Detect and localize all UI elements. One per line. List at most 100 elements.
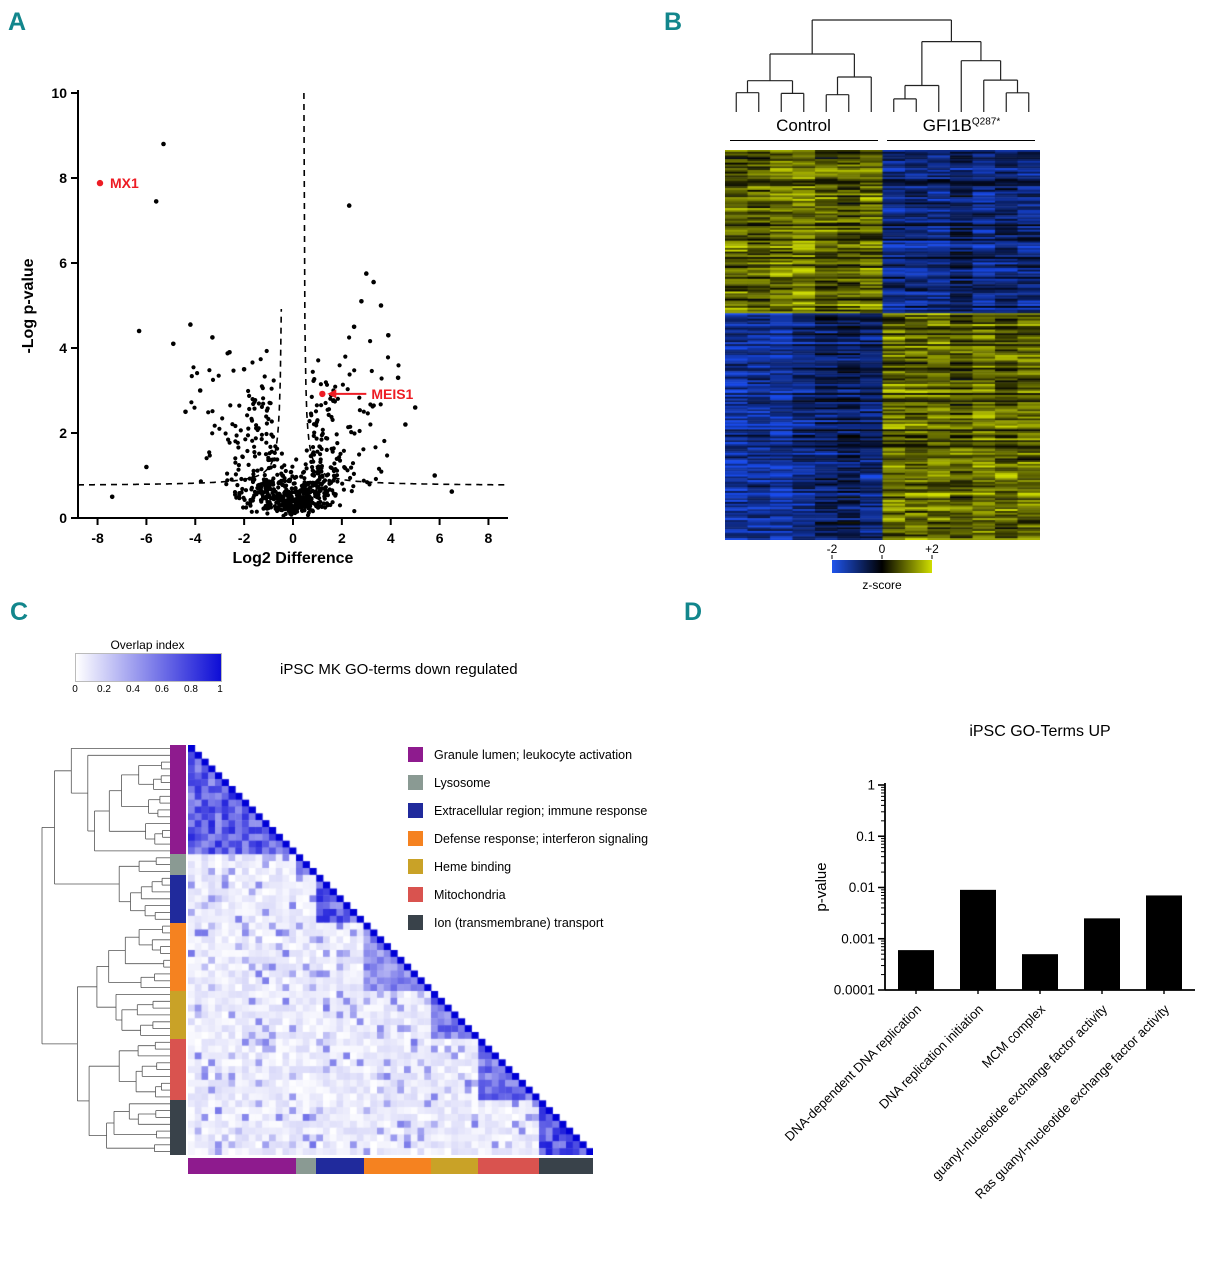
x-tick-label: -6: [140, 530, 153, 546]
scatter-points: [109, 141, 455, 518]
x-tick-label: -2: [238, 530, 251, 546]
category-strip-segment: [170, 854, 186, 875]
y-tick-label: 0.0001: [834, 983, 875, 998]
x-tick-label: 0: [289, 530, 297, 546]
category-strip-segment: [363, 1158, 431, 1174]
bars: [898, 889, 1182, 990]
legend-swatch: [408, 915, 423, 930]
category-strip-segment: [296, 1158, 317, 1174]
bar: [1022, 954, 1058, 990]
category-strip-segment: [170, 1100, 186, 1155]
legend-item: Granule lumen; leukocyte activation: [408, 747, 668, 762]
x-tick-label: 2: [338, 530, 346, 546]
y-tick-label: 0.001: [841, 931, 875, 946]
category-strip-segment: [188, 1158, 296, 1174]
overlap-triangle-heatmap: [188, 745, 593, 1155]
panel-b-letter: B: [664, 8, 683, 36]
panel-d: D iPSC GO-Terms UP p-value 1 0.1 0.01 0.001…: [680, 595, 1214, 1280]
legend-label: Defense response; interferon signaling: [434, 831, 649, 846]
annotation-arrowhead: [327, 389, 337, 399]
category-strip-segment: [478, 1158, 539, 1174]
overlap-colorbar-ticks: 0 0.2 0.4 0.6 0.8 1: [72, 684, 223, 698]
x-tick-label: 6: [436, 530, 444, 546]
category-strip-segment: [170, 922, 186, 991]
x-tick-label: 4: [387, 530, 395, 546]
panel-c-letter: C: [10, 598, 29, 626]
legend-swatch: [408, 887, 423, 902]
zscore-tickmark: [931, 555, 933, 559]
legend-swatch: [408, 775, 423, 790]
overlap-colorbar: [75, 653, 222, 682]
legend-label: Mitochondria: [434, 887, 506, 902]
bar-y-axis-label: p-value: [813, 862, 830, 911]
category-strip-segment: [170, 745, 186, 855]
volcano-x-axis-label: Log2 Difference: [233, 550, 354, 567]
category-strip-segment: [170, 990, 186, 1039]
y-tick-label: 6: [59, 255, 67, 271]
volcano-plot: Log2 Difference -Log p-value -8 -6 -4 -2 0 2 4…: [20, 85, 508, 567]
panel-c-title: iPSC MK GO-terms down regulated: [280, 661, 518, 678]
legend-label: Heme binding: [434, 859, 512, 874]
legend-swatch: [408, 803, 423, 818]
x-tick-label: DNA-dependent DNA replication: [782, 1002, 924, 1144]
group-label-gfi1b-superscript: Q287*: [971, 116, 1001, 128]
panel-b: B Control GFI1BQ287* -2 0 +2 z-score: [650, 0, 1214, 640]
group-label-control: Control: [725, 116, 882, 136]
legend-item: Heme binding: [408, 859, 668, 874]
panel-c: C Overlap index 0 0.2 0.4 0.6 0.8 1 iPSC MK G…: [0, 595, 678, 1280]
legend-item: Extracellular region; immune response: [408, 803, 668, 818]
group-label-gfi1b: GFI1BQ287*: [883, 116, 1040, 136]
go-category-legend: Granule lumen; leukocyte activation Lysos…: [408, 747, 668, 943]
x-tick-label: 8: [485, 530, 493, 546]
overlap-tick-label: 0.8: [184, 684, 198, 695]
y-tick-label: 2: [59, 425, 67, 441]
y-tick-label: 1: [867, 778, 875, 793]
y-tick-label: 8: [59, 170, 67, 186]
category-strip-bottom: [188, 1158, 593, 1174]
row-dendrogram: [41, 748, 170, 1153]
y-tick-label: 0.01: [849, 880, 875, 895]
legend-item: Ion (transmembrane) transport: [408, 915, 668, 930]
bar: [1146, 895, 1182, 990]
y-tick-label: 0.1: [856, 829, 875, 844]
y-tick-label: 10: [51, 85, 67, 101]
bar: [960, 889, 996, 990]
zscore-tickmark: [881, 555, 883, 559]
legend-label: Lysosome: [434, 775, 491, 790]
overlap-tick-label: 0.2: [97, 684, 111, 695]
significance-threshold-curve: [303, 92, 508, 486]
bar: [898, 950, 934, 990]
panel-a-letter: A: [8, 8, 27, 36]
expression-heatmap: [725, 150, 1040, 540]
legend-swatch: [408, 747, 423, 762]
zscore-colorbar: -2 0 +2: [827, 542, 939, 573]
zscore-colorbar-label: z-score: [862, 578, 902, 592]
point-label-meis1: MEIS1: [371, 386, 413, 402]
legend-swatch: [408, 859, 423, 874]
group-label-gfi1b-text: GFI1B: [922, 116, 972, 135]
legend-item: Lysosome: [408, 775, 668, 790]
category-strip-segment: [538, 1158, 593, 1174]
group-underline-control: [730, 140, 878, 141]
overlap-tick-label: 0.6: [155, 684, 169, 695]
legend-swatch: [408, 831, 423, 846]
category-strip-left: [170, 745, 186, 1155]
legend-label: Granule lumen; leukocyte activation: [434, 747, 633, 762]
panel-d-title: iPSC GO-Terms UP: [969, 723, 1111, 740]
panel-a: A Log2 Difference -Log p-value -8 -6 -4 -2 0…: [0, 0, 645, 600]
overlap-colorbar-label: Overlap index: [110, 638, 185, 652]
point-label-mx1: MX1: [110, 175, 139, 191]
zscore-tickmark: [831, 555, 833, 559]
zscore-tick-min: -2: [826, 542, 838, 556]
column-dendrogram: [735, 19, 1030, 112]
overlap-tick-label: 0.4: [126, 684, 140, 695]
zscore-tick-mid: 0: [878, 542, 886, 556]
y-tick-label: 0: [59, 510, 67, 526]
zscore-tick-max: +2: [925, 542, 939, 556]
category-strip-segment: [170, 1038, 186, 1101]
x-tick-label: MCM complex: [979, 1001, 1049, 1071]
y-tick-label: 4: [59, 340, 67, 356]
pvalue-bar-chart: p-value 1 0.1 0.01 0.001 0.0001 DNA-dependent…: [782, 778, 1195, 1202]
group-underline-gfi1b: [887, 140, 1035, 141]
bar: [1084, 918, 1120, 990]
